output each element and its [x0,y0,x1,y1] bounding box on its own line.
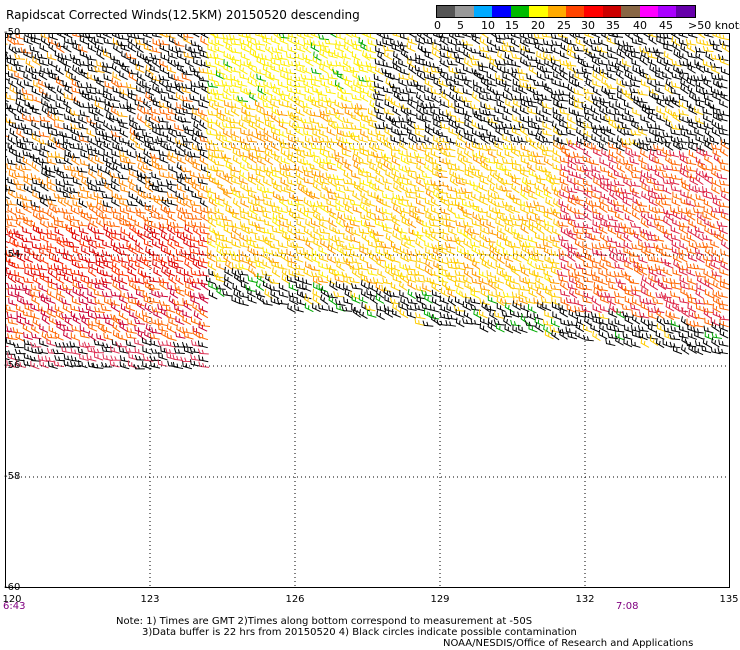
color-scale-label: 30 [581,19,595,32]
latitude-label: -50 [4,27,21,38]
color-scale-labels: 0 5 10 15 20 25 30 35 40 45 >50 knots [430,19,740,33]
latitude-label: -54 [4,249,21,260]
time-label-start: 6:43 [3,601,26,612]
color-scale-label: 15 [505,19,519,32]
longitude-label: 120 [2,594,22,605]
color-swatch [492,6,511,17]
color-scale-label: 0 [434,19,441,32]
color-scale-label: 40 [633,19,647,32]
color-scale-label: 5 [457,19,464,32]
color-swatch [584,6,603,17]
color-swatch [639,6,659,17]
color-scale-label: >50 knots [688,19,740,32]
color-swatch [676,6,695,17]
wind-barbs-layer [5,33,730,370]
color-swatch [547,6,566,17]
longitude-label: 135 [719,594,739,605]
wind-map-plot [5,33,730,588]
time-label-end: 7:08 [616,601,639,612]
longitude-label: 132 [575,594,595,605]
latitude-label: -58 [4,471,21,482]
note-line-2: 3)Data buffer is 22 hrs from 20150520 4)… [142,627,577,638]
credit-line: NOAA/NESDIS/Office of Research and Appli… [443,638,694,649]
color-swatch [510,6,530,17]
color-swatch [437,6,456,17]
longitude-label: 129 [430,594,450,605]
color-scale-bar [436,5,696,18]
longitude-label: 126 [285,594,305,605]
color-scale-label: 10 [481,19,495,32]
color-scale-label: 20 [531,19,545,32]
latitude-label: -56 [4,360,21,371]
color-scale-label: 25 [557,19,571,32]
color-scale-label: 35 [606,19,620,32]
note-line-1: Note: 1) Times are GMT 2)Times along bot… [116,616,533,627]
longitude-label: 123 [140,594,160,605]
color-swatch [455,6,474,17]
color-swatch [621,6,640,17]
plot-frame [5,33,730,588]
color-swatch [658,6,677,17]
color-swatch [529,6,548,17]
latitude-label: -60 [4,582,21,593]
color-scale-label: 45 [659,19,673,32]
map-grid [5,33,730,588]
map-title: Rapidscat Corrected Winds(12.5KM) 201505… [6,8,360,22]
color-swatch [473,6,493,17]
color-swatch [565,6,585,17]
color-swatch [602,6,622,17]
